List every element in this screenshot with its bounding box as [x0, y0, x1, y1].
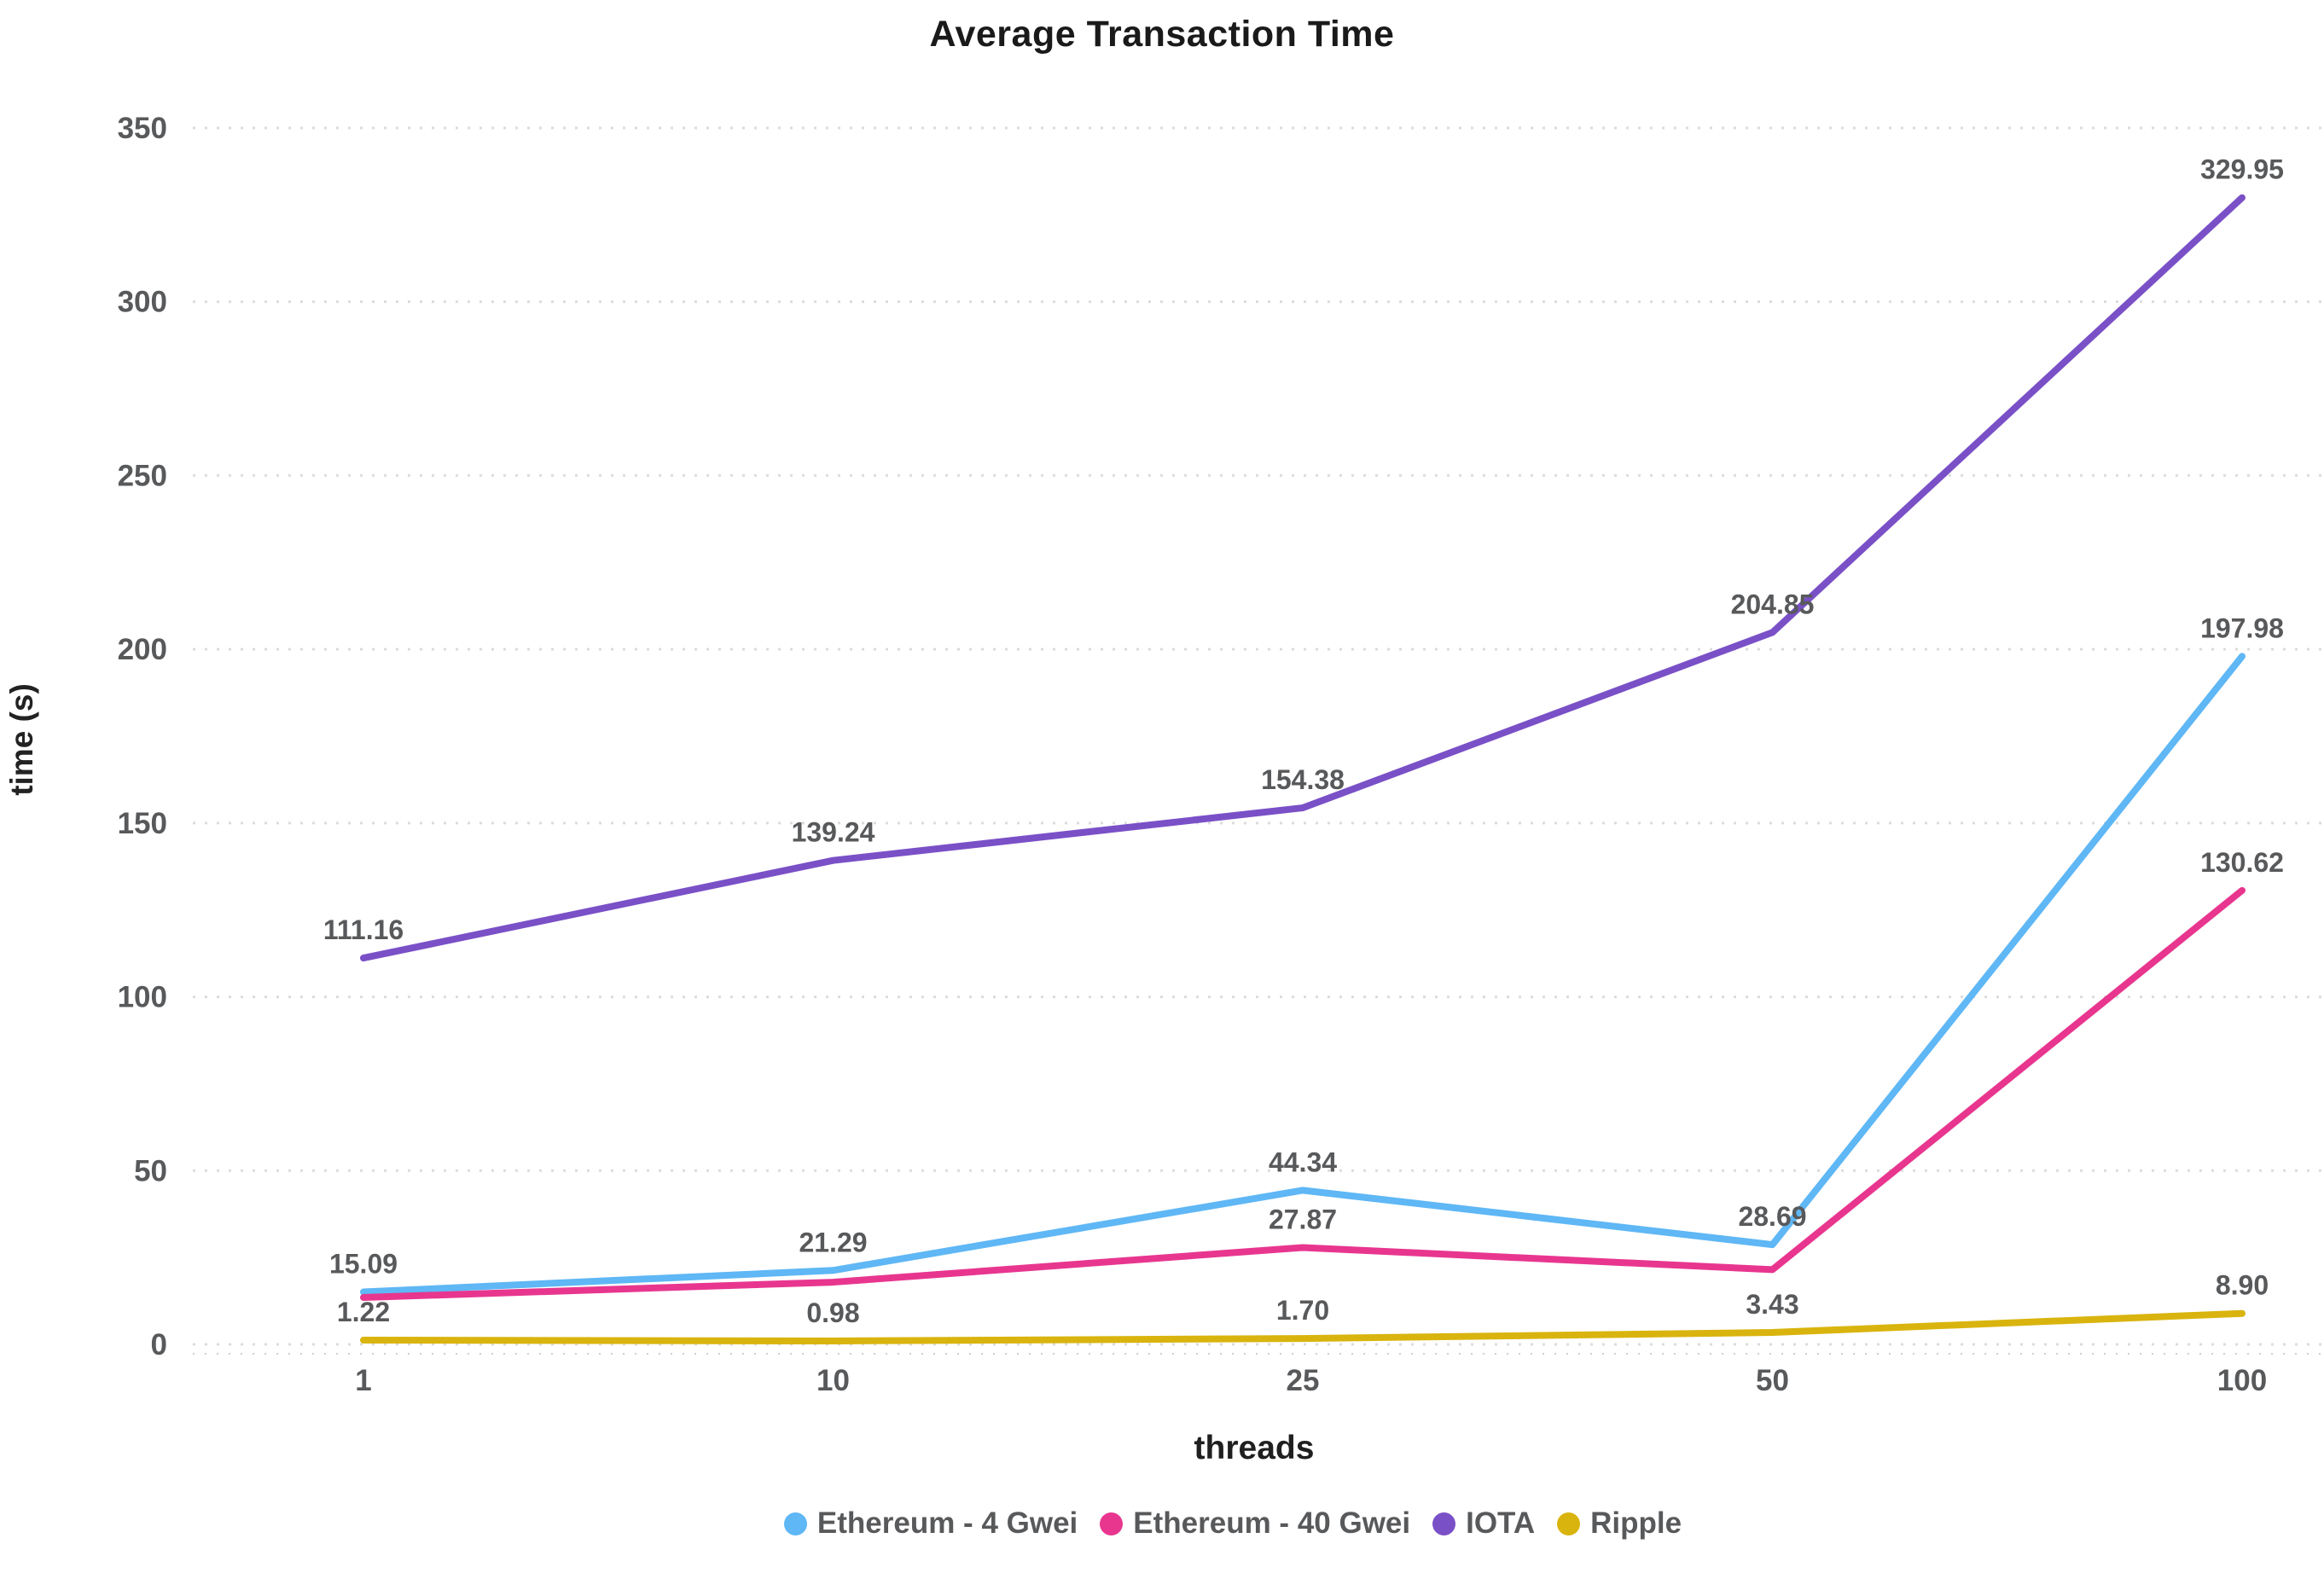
y-tick-label: 200	[118, 633, 167, 666]
x-tick-label: 100	[2217, 1364, 2267, 1397]
legend-label: Ethereum - 40 Gwei	[1133, 1506, 1411, 1540]
x-tick-label: 50	[1756, 1364, 1789, 1397]
y-tick-label: 100	[118, 981, 167, 1014]
data-label: 27.87	[1269, 1204, 1337, 1234]
legend-dot-icon	[783, 1512, 807, 1535]
x-tick-label: 10	[816, 1364, 850, 1397]
legend-dot-icon	[1432, 1512, 1456, 1535]
data-label: 154.38	[1261, 764, 1345, 795]
y-tick-label: 350	[118, 112, 167, 145]
data-label: 139.24	[792, 817, 875, 848]
legend-item-iota[interactable]: IOTA	[1432, 1506, 1535, 1541]
data-label: 21.29	[799, 1227, 867, 1257]
legend-item-ethereum-4-gwei[interactable]: Ethereum - 4 Gwei	[783, 1506, 1078, 1541]
data-label: 1.22	[337, 1297, 390, 1327]
data-label: 44.34	[1269, 1146, 1337, 1177]
data-label: 111.16	[323, 914, 404, 945]
data-label: 3.43	[1746, 1289, 1798, 1320]
chart-title: Average Transaction Time	[929, 14, 1395, 55]
data-label: 28.69	[1738, 1201, 1806, 1232]
legend-item-ethereum-40-gwei[interactable]: Ethereum - 40 Gwei	[1100, 1506, 1410, 1541]
series-line-ethereum-40-gwei	[360, 886, 2246, 1301]
x-tick-label: 25	[1287, 1364, 1320, 1397]
legend-dot-icon	[1557, 1512, 1581, 1535]
series-line-iota	[360, 194, 2246, 962]
x-axis-title: threads	[1194, 1430, 1315, 1466]
y-tick-label: 0	[151, 1328, 167, 1361]
chart-legend: Ethereum - 4 Gwei Ethereum - 40 Gwei IOTA R…	[0, 1506, 2324, 1541]
data-label: 130.62	[2200, 847, 2284, 878]
data-label: 8.90	[2216, 1270, 2269, 1301]
legend-dot-icon	[1100, 1512, 1124, 1535]
y-tick-label: 50	[134, 1154, 167, 1187]
x-tick-label: 1	[355, 1364, 371, 1397]
y-tick-label: 300	[118, 286, 167, 319]
data-label: 1.70	[1276, 1295, 1329, 1326]
series-line-ethereum-4-gwei	[360, 653, 2246, 1296]
legend-item-ripple[interactable]: Ripple	[1557, 1506, 1682, 1541]
series-line-ripple	[360, 1309, 2246, 1345]
data-label: 197.98	[2200, 612, 2284, 643]
data-label: 204.85	[1731, 589, 1815, 619]
legend-label: IOTA	[1466, 1506, 1536, 1540]
legend-label: Ethereum - 4 Gwei	[816, 1506, 1078, 1540]
data-label: 329.95	[2200, 154, 2284, 185]
y-tick-label: 150	[118, 807, 167, 840]
legend-label: Ripple	[1590, 1506, 1682, 1540]
data-label: 15.09	[329, 1249, 398, 1280]
y-tick-label: 250	[118, 459, 167, 492]
data-label: 0.98	[806, 1297, 859, 1328]
